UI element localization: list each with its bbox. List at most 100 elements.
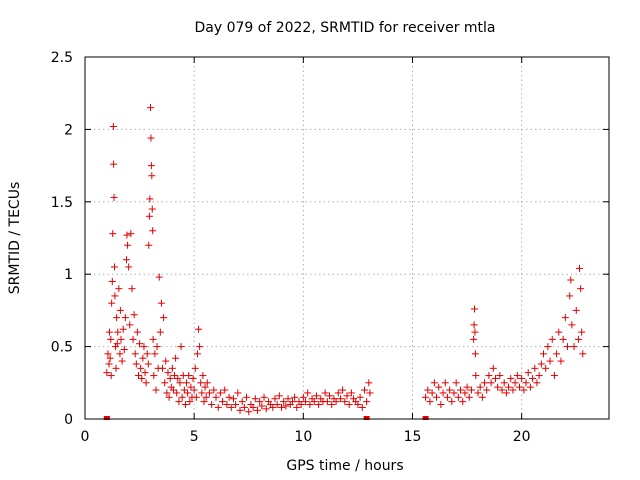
data-point xyxy=(115,285,123,293)
data-point xyxy=(106,354,114,362)
data-point xyxy=(509,386,517,394)
data-point xyxy=(459,398,467,406)
data-point xyxy=(117,335,125,343)
data-point xyxy=(306,401,314,409)
data-point xyxy=(118,357,126,365)
data-point xyxy=(354,401,362,409)
baseline-marker xyxy=(422,416,429,420)
data-points xyxy=(103,104,587,416)
data-point xyxy=(160,314,168,322)
data-point xyxy=(150,372,158,380)
data-point xyxy=(564,343,572,351)
data-point xyxy=(476,383,484,391)
data-point xyxy=(472,372,480,380)
data-point xyxy=(187,383,195,391)
data-point xyxy=(137,364,145,372)
data-point xyxy=(145,241,153,249)
plot-frame xyxy=(84,56,610,420)
data-point xyxy=(498,386,506,394)
data-point xyxy=(108,277,116,285)
data-point xyxy=(113,314,121,322)
data-point xyxy=(496,372,504,380)
data-point xyxy=(334,389,342,397)
data-point xyxy=(125,263,133,271)
baseline-marker xyxy=(103,416,110,420)
data-point xyxy=(107,372,115,380)
data-point xyxy=(177,343,185,351)
chart-title: Day 079 of 2022, SRMTID for receiver mtl… xyxy=(194,20,495,36)
data-point xyxy=(520,386,528,394)
data-point xyxy=(176,379,184,387)
data-point xyxy=(103,369,111,377)
data-point xyxy=(507,374,515,382)
x-tick-label: 5 xyxy=(190,429,199,445)
data-point xyxy=(323,398,331,406)
data-point xyxy=(474,389,482,397)
data-point xyxy=(161,379,169,387)
data-point xyxy=(196,343,204,351)
data-point xyxy=(291,393,299,401)
data-point xyxy=(275,392,283,400)
data-point xyxy=(360,386,368,394)
baseline-markers xyxy=(103,416,429,420)
data-point xyxy=(450,389,458,397)
data-point xyxy=(559,335,567,343)
data-point xyxy=(535,372,543,380)
data-point xyxy=(253,406,261,414)
data-point xyxy=(180,386,188,394)
data-point xyxy=(139,354,147,362)
data-point xyxy=(457,386,465,394)
data-point xyxy=(540,350,547,358)
data-point xyxy=(147,134,155,142)
data-point xyxy=(171,372,179,380)
data-point xyxy=(243,393,251,401)
data-point xyxy=(485,372,493,380)
data-point xyxy=(478,393,486,401)
data-point xyxy=(579,350,587,358)
data-point xyxy=(428,389,436,397)
y-tick-label: 2.5 xyxy=(51,50,73,66)
data-point xyxy=(225,393,233,401)
data-point xyxy=(133,328,141,336)
data-point xyxy=(143,350,151,358)
data-point xyxy=(112,364,120,372)
data-point xyxy=(174,374,182,382)
data-point xyxy=(152,386,160,394)
data-point xyxy=(284,395,292,403)
data-point xyxy=(185,372,193,380)
data-point xyxy=(229,395,237,403)
data-point xyxy=(136,340,144,348)
data-point xyxy=(568,321,576,329)
data-point xyxy=(151,350,159,358)
data-point xyxy=(181,401,189,409)
data-point xyxy=(121,314,129,322)
data-point xyxy=(183,379,191,387)
data-point xyxy=(515,383,523,391)
data-point xyxy=(202,393,210,401)
data-point xyxy=(273,401,281,409)
data-point xyxy=(470,335,478,343)
y-tick-label: 0.5 xyxy=(51,340,73,356)
data-point xyxy=(258,402,266,410)
data-point xyxy=(256,398,264,406)
data-point xyxy=(544,343,552,351)
data-point xyxy=(566,292,574,300)
data-point xyxy=(546,357,554,365)
data-point xyxy=(365,379,373,387)
axis-ticks: 0 5 10 15 20 0 0.5 1 1.5 2 2.5 xyxy=(51,50,609,445)
data-point xyxy=(108,299,116,307)
x-tick-label: 15 xyxy=(404,429,422,445)
data-point xyxy=(210,386,218,394)
data-point xyxy=(513,372,521,380)
x-tick-label: 10 xyxy=(294,429,312,445)
data-point xyxy=(578,328,586,336)
data-point xyxy=(240,403,248,411)
y-tick-label: 0 xyxy=(64,412,73,428)
data-point xyxy=(448,398,456,406)
data-point xyxy=(366,389,374,397)
data-point xyxy=(165,393,173,401)
data-point xyxy=(127,230,135,238)
data-point xyxy=(219,398,227,406)
data-point xyxy=(175,398,183,406)
data-point xyxy=(315,401,323,409)
